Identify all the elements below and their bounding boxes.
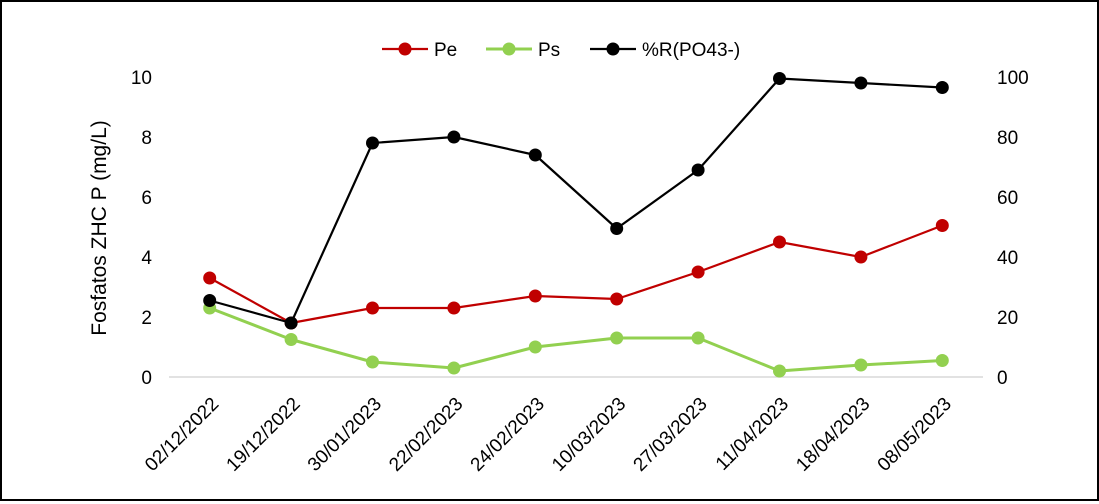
data-point <box>528 340 542 354</box>
data-point <box>854 250 868 264</box>
y2-tick-label: 80 <box>997 128 1018 149</box>
x-tick-label: 22/02/2023 <box>385 394 467 476</box>
legend-swatch-marker <box>502 42 516 56</box>
data-point <box>203 294 217 307</box>
y-tick-label: 6 <box>141 188 152 209</box>
y2-tick-label: 60 <box>997 188 1018 209</box>
data-point <box>366 136 379 150</box>
legend: Pe Ps %R(PO43-) <box>382 40 740 61</box>
y2-tick-label: 100 <box>997 68 1029 89</box>
legend-label: Ps <box>538 40 560 61</box>
data-point <box>610 331 624 345</box>
data-point <box>528 148 542 162</box>
data-point <box>203 271 217 285</box>
data-point <box>610 222 624 235</box>
data-point <box>366 301 379 315</box>
series-line <box>209 77 943 325</box>
legend-label: Pe <box>434 40 457 61</box>
x-tick-label: 30/01/2023 <box>304 394 386 476</box>
data-point <box>773 72 786 85</box>
x-tick-label: 10/03/2023 <box>548 394 630 476</box>
series-line <box>209 306 943 373</box>
y-tick-label: 4 <box>141 248 152 269</box>
legend-label: %R(PO43-) <box>642 40 740 61</box>
y-tick-label: 2 <box>141 308 152 329</box>
data-point <box>447 130 461 144</box>
data-point <box>773 364 786 378</box>
data-point <box>935 219 949 232</box>
y-axis-title: Fosfatos ZHC P (mg/L) <box>88 120 111 336</box>
data-point <box>935 81 949 94</box>
data-point <box>284 316 298 330</box>
y-tick-label: 8 <box>141 128 152 149</box>
x-tick-label: 19/12/2022 <box>223 394 305 476</box>
series-line <box>209 224 943 325</box>
x-tick-label: 24/02/2023 <box>467 394 549 476</box>
data-point <box>773 235 786 249</box>
y2-tick-label: 20 <box>997 308 1018 329</box>
data-point <box>447 361 461 375</box>
y2-tick-label: 40 <box>997 248 1018 269</box>
data-point <box>935 354 949 367</box>
data-point <box>854 76 868 90</box>
series-group <box>203 72 949 378</box>
legend-swatch-marker <box>398 42 412 56</box>
data-point <box>284 333 298 346</box>
data-point <box>691 331 705 345</box>
data-point <box>854 358 868 372</box>
x-tick-label: 02/12/2022 <box>141 394 223 476</box>
data-point <box>447 301 461 315</box>
data-point <box>366 355 379 369</box>
x-tick-label: 27/03/2023 <box>630 394 712 476</box>
data-point <box>691 163 705 177</box>
y-tick-label: 10 <box>131 68 152 89</box>
data-point <box>610 292 624 306</box>
data-point <box>691 265 705 279</box>
x-tick-label: 11/04/2023 <box>712 394 793 475</box>
legend-swatch-marker <box>606 42 620 56</box>
x-tick-label: 08/05/2023 <box>874 394 956 476</box>
x-tick-label: 18/04/2023 <box>792 394 874 476</box>
y2-tick-label: 0 <box>997 368 1008 389</box>
y-tick-label: 0 <box>141 368 152 389</box>
data-point <box>528 289 542 303</box>
